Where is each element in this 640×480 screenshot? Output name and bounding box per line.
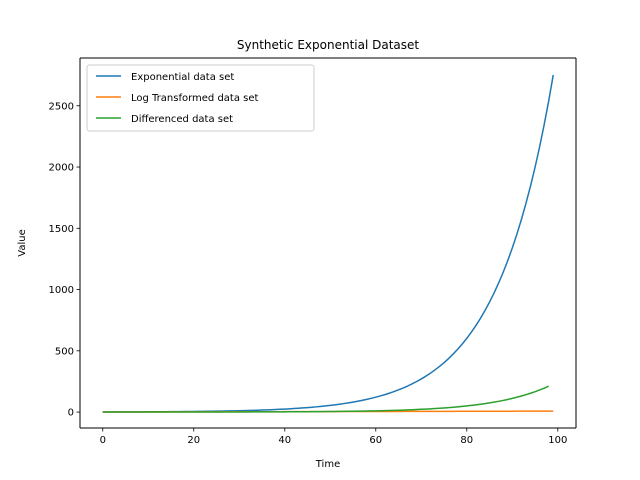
x-tick-label: 80	[460, 435, 473, 446]
series-line-2	[102, 385, 550, 413]
x-axis-label: Time	[315, 459, 340, 470]
chart-title: Synthetic Exponential Dataset	[237, 38, 420, 52]
legend-label-1: Log Transformed data set	[131, 93, 259, 104]
x-tick-label: 100	[548, 435, 567, 446]
legend-label-0: Exponential data set	[131, 72, 234, 83]
series-layer	[102, 74, 554, 413]
y-tick-label: 500	[55, 346, 74, 357]
y-tick-label: 1500	[49, 224, 74, 235]
y-tick-label: 0	[68, 408, 74, 419]
y-tick-label: 1000	[49, 285, 74, 296]
x-tick-label: 0	[100, 435, 106, 446]
y-tick-label: 2000	[49, 163, 74, 174]
x-tick-label: 20	[187, 435, 200, 446]
y-axis-label: Value	[17, 229, 28, 256]
y-tick-label: 2500	[49, 101, 74, 112]
x-tick-label: 40	[278, 435, 291, 446]
x-tick-label: 60	[369, 435, 382, 446]
axes	[79, 57, 577, 429]
legend-label-2: Differenced data set	[131, 114, 233, 125]
legend: Exponential data set Log Transformed data…	[86, 64, 315, 132]
legend-box	[86, 64, 315, 132]
